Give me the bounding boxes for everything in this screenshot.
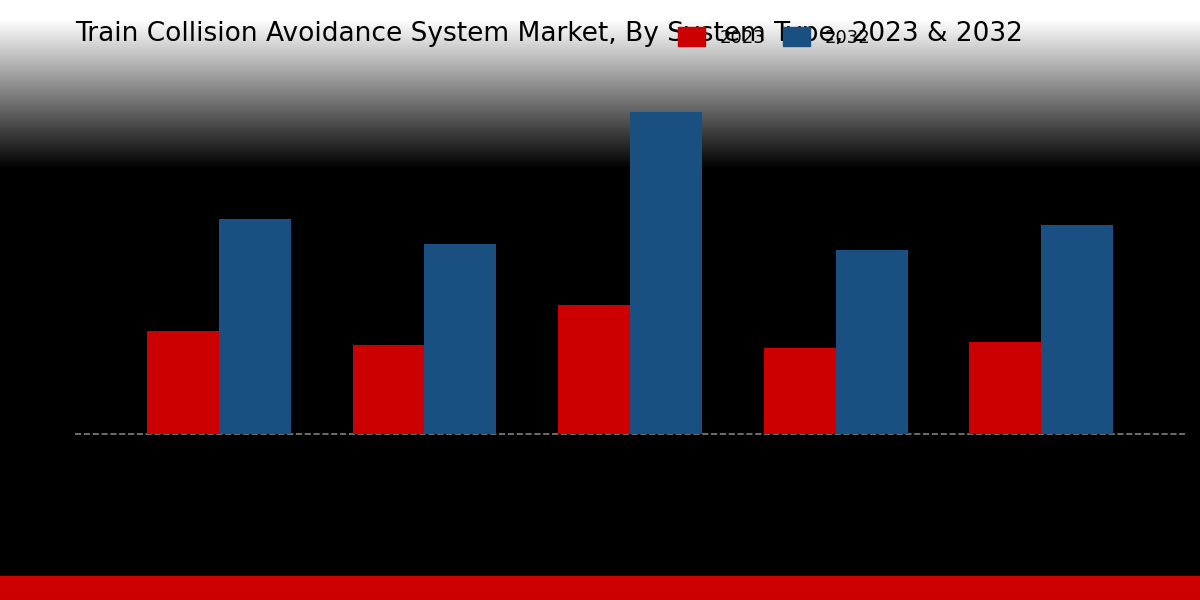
Bar [1042, 226, 1114, 434]
Bar [630, 112, 702, 434]
Bar [763, 348, 835, 434]
Bar [558, 305, 630, 434]
Legend: 2023, 2032: 2023, 2032 [671, 20, 878, 54]
Bar [425, 244, 497, 434]
Bar [146, 331, 218, 434]
Text: 3.34: 3.34 [133, 310, 175, 328]
Bar [218, 219, 290, 434]
Text: Train Collision Avoidance System Market, By System Type, 2023 & 2032: Train Collision Avoidance System Market,… [74, 21, 1022, 47]
Bar [835, 250, 907, 434]
Bar [353, 345, 425, 434]
Bar [970, 342, 1042, 434]
